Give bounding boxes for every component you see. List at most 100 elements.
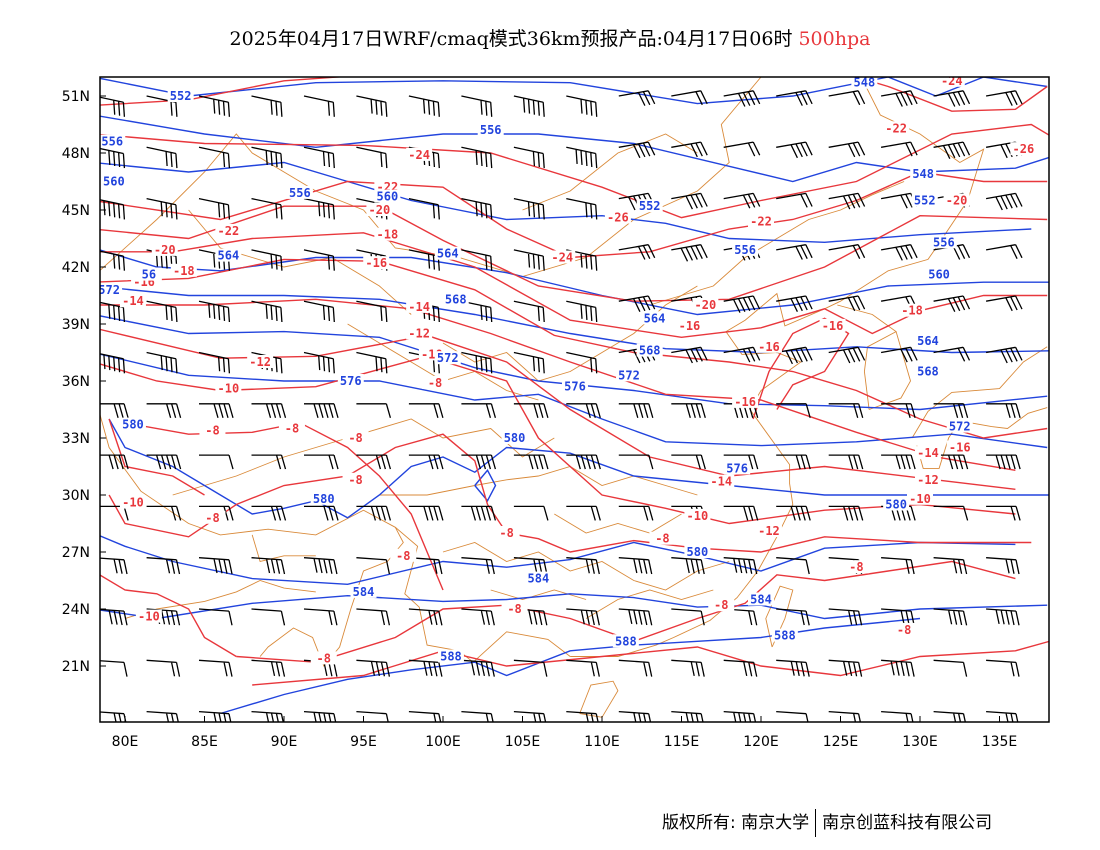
label-mask <box>525 571 552 585</box>
wind-barb <box>251 146 283 169</box>
geopotential-height-line <box>100 77 1048 105</box>
label-mask <box>612 634 639 648</box>
height-contour-label: 564 <box>644 311 666 325</box>
height-contour-label: 584 <box>750 593 772 607</box>
wind-barb <box>828 608 863 626</box>
label-mask <box>943 193 970 207</box>
temperature-contour-label: -18 <box>377 228 399 242</box>
wind-barb <box>881 557 915 575</box>
wind-barb <box>198 95 231 117</box>
wind-barbs <box>100 90 1023 722</box>
border-line <box>579 680 619 718</box>
wind-barb <box>303 95 335 117</box>
temperature-isotherm <box>100 328 1016 490</box>
wind-barb <box>461 557 495 575</box>
border-line <box>911 346 1048 439</box>
wind-barb <box>513 608 548 626</box>
temperature-contour-label: -8 <box>396 549 410 563</box>
wind-barb <box>146 710 179 722</box>
wind-barb <box>303 710 337 722</box>
wind-barb <box>986 608 1020 626</box>
label-mask <box>1010 142 1037 156</box>
label-mask <box>434 246 461 260</box>
wind-barb <box>828 403 864 418</box>
wind-barb <box>146 351 178 374</box>
wind-barb <box>251 505 287 521</box>
height-contour-label: 56 <box>142 268 156 282</box>
temperature-contour-label: -24 <box>551 251 573 265</box>
temperature-contour-label: -22 <box>885 121 907 135</box>
label-mask <box>374 189 401 203</box>
label-mask <box>616 368 643 382</box>
wind-barb <box>408 197 440 220</box>
temperature-contour-label: -8 <box>655 532 669 546</box>
height-contour-label: 552 <box>914 194 936 208</box>
temperature-contour-label: -18 <box>901 304 923 318</box>
temperature-contour-label: -10 <box>687 509 709 523</box>
wind-barb <box>723 659 758 677</box>
temperature-isotherm <box>108 433 1032 553</box>
wind-barb <box>776 505 811 521</box>
label-mask <box>946 440 973 454</box>
geopotential-height-line <box>100 315 1048 411</box>
wind-barb <box>198 351 231 374</box>
wind-barb <box>723 505 759 521</box>
temperature-contour-label: -20 <box>154 243 176 257</box>
wind-barb <box>880 192 918 209</box>
temperature-isotherm <box>100 298 1016 471</box>
label-mask <box>911 193 938 207</box>
wind-barb <box>776 454 811 470</box>
wind-barb <box>880 244 918 261</box>
temperature-contour-label: -8 <box>507 602 521 616</box>
wind-barb <box>461 608 495 626</box>
wind-barb <box>671 90 708 106</box>
label-mask <box>636 343 663 357</box>
wind-barb <box>986 403 1021 418</box>
wind-barb <box>671 403 706 418</box>
label-mask <box>374 227 401 241</box>
temperature-contour-label: -24 <box>408 148 430 162</box>
wind-barb <box>828 454 864 470</box>
height-contour-label: 552 <box>639 199 661 213</box>
wind-barb <box>618 710 652 722</box>
wind-barb <box>723 454 759 470</box>
wind-barb <box>303 300 335 323</box>
temperature-contour-label: -16 <box>734 395 756 409</box>
wind-barb <box>461 505 497 521</box>
wind-barb <box>461 403 497 418</box>
wind-barb <box>881 403 916 418</box>
wind-barb <box>933 505 969 521</box>
wind-barb <box>723 608 758 626</box>
wind-barb <box>671 608 705 626</box>
wind-barb <box>776 141 813 159</box>
height-contour-label: 576 <box>726 461 748 475</box>
label-mask <box>851 77 878 89</box>
wind-barb <box>199 403 234 418</box>
wind-barb <box>408 659 443 677</box>
height-contour-label: 572 <box>437 351 459 365</box>
wind-barb <box>828 244 866 259</box>
wind-barb <box>461 351 493 374</box>
wind-barb <box>304 505 339 521</box>
border-line <box>570 292 825 657</box>
temperature-contour-label: -8 <box>897 623 911 637</box>
wind-barb <box>356 95 388 117</box>
height-contour-label: 572 <box>618 368 640 382</box>
wind-barb <box>408 403 444 418</box>
wind-barb <box>356 351 388 374</box>
wind-barb <box>723 295 761 313</box>
wind-barb <box>100 96 126 117</box>
wind-barb <box>461 146 493 169</box>
wind-barb <box>303 249 335 271</box>
wind-barb <box>671 557 705 575</box>
label-mask <box>819 318 846 332</box>
lat-label: 42N <box>62 260 90 276</box>
lon-label: 110E <box>584 734 620 750</box>
label-mask <box>914 364 941 378</box>
wind-barb <box>146 454 182 470</box>
label-mask <box>286 185 313 199</box>
height-contour-label: 576 <box>340 374 362 388</box>
longitude-axis: 80E 85E 90E 95E 100E 105E 110E 115E 120E 125E 130E… <box>112 716 1017 750</box>
wind-barb <box>251 659 286 677</box>
label-mask <box>119 495 146 509</box>
